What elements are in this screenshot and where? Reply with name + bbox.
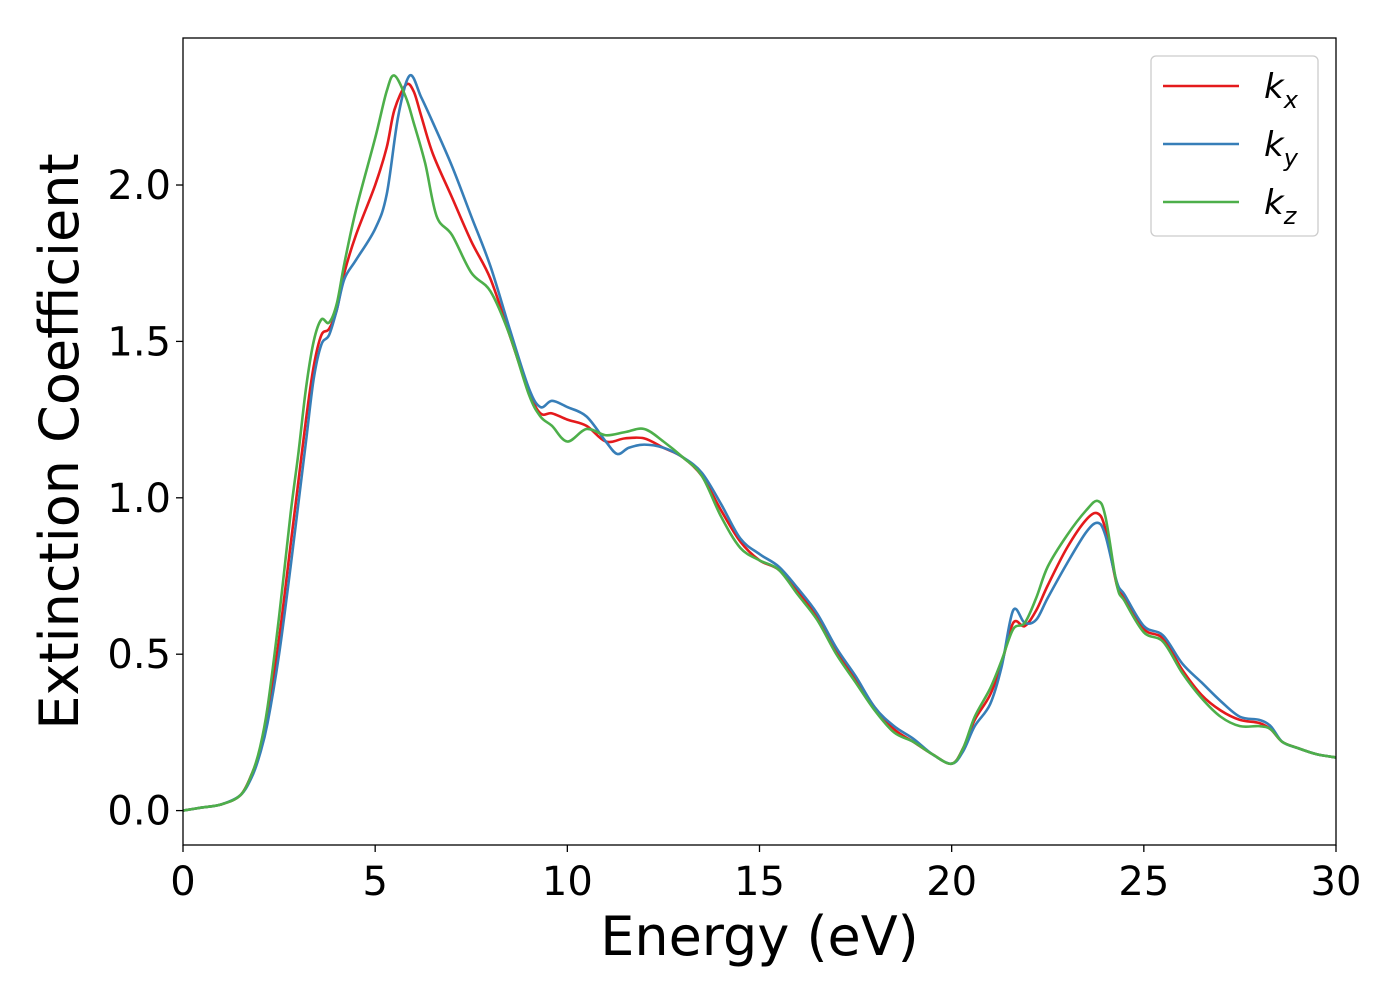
x-tick-label: 15 [734,859,785,905]
x-tick-label: 5 [362,859,387,905]
legend-label-ky: ky [1264,125,1299,172]
x-tick-label: 20 [926,859,977,905]
legend-label-kx: kx [1264,67,1299,114]
series-layer [183,73,1336,812]
x-tick-label: 25 [1118,859,1169,905]
x-tick-label: 30 [1311,859,1362,905]
y-tick-label: 1.5 [107,319,171,365]
legend-label-kz: kz [1264,183,1298,230]
y-tick-label: 0.5 [107,632,171,678]
x-axis: 0 5 10 15 20 25 30 [170,845,1361,905]
y-tick-label: 0.0 [107,789,171,835]
y-tick-label: 1.0 [107,476,171,522]
y-axis: 0.0 0.5 1.0 1.5 2.0 [107,163,183,835]
y-tick-label: 2.0 [107,163,171,209]
y-axis-title: Extinction Coefficient [28,153,91,729]
series-line-kz [183,74,1336,812]
x-tick-label: 10 [542,859,593,905]
legend: kx ky kz [1150,55,1319,237]
x-axis-title: Energy (eV) [600,905,919,968]
legend-box [1150,55,1319,237]
x-tick-label: 0 [170,859,195,905]
